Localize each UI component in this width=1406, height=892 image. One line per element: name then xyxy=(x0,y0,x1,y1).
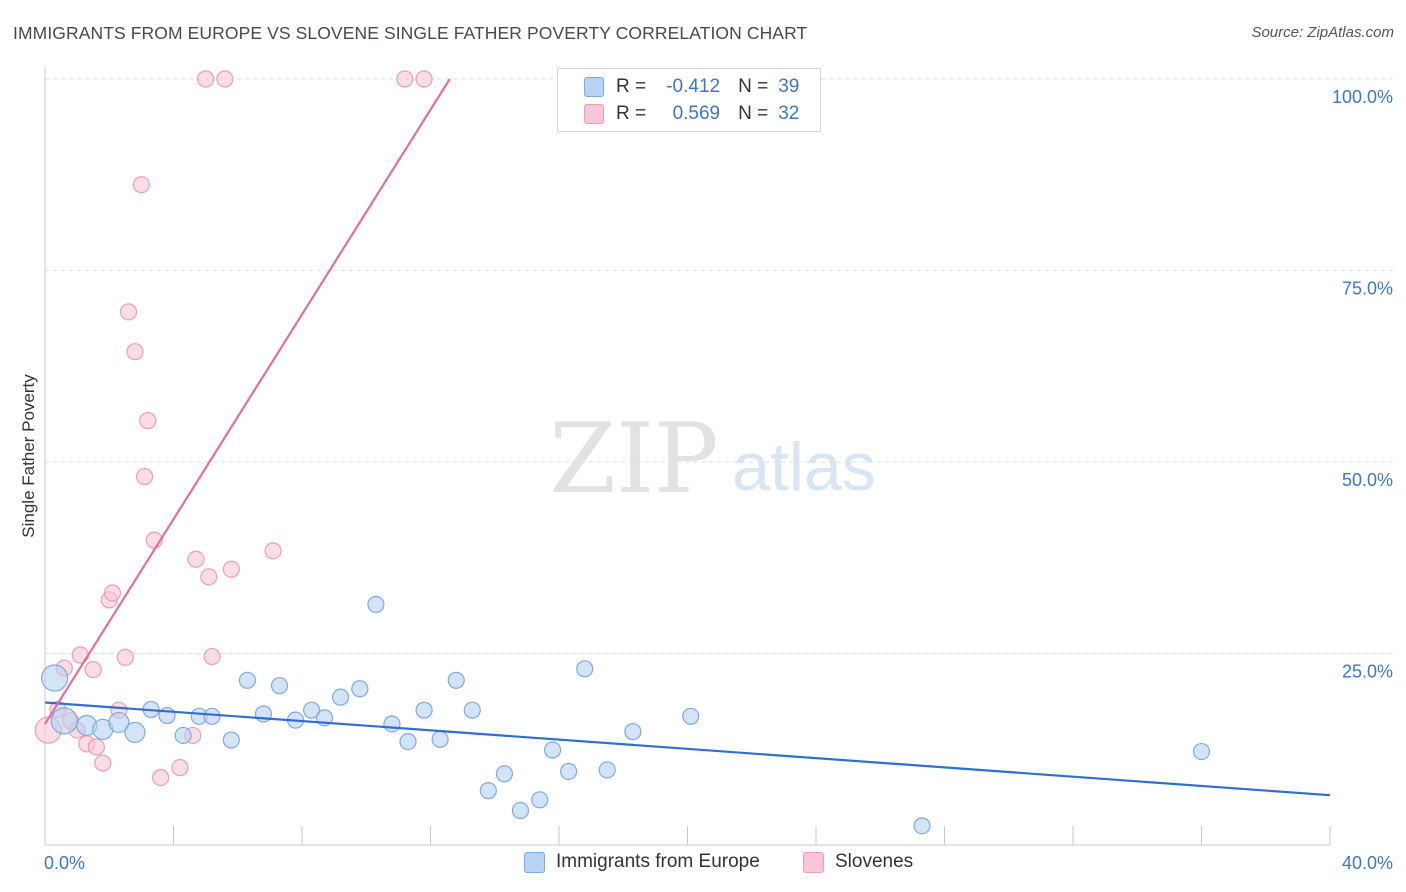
slovenes-point xyxy=(119,303,138,321)
immigrants-point xyxy=(50,707,78,735)
slovenes-point xyxy=(103,584,122,602)
bottom-legend-immigrants: Immigrants from Europe xyxy=(524,851,760,873)
immigrants-point xyxy=(174,726,192,745)
legend-row-immigrants: R = -0.412 N = 39 xyxy=(584,75,799,99)
bottom-legend-swatch-blue xyxy=(524,851,545,873)
bottom-legend-swatch-pink xyxy=(803,851,824,873)
bottom-legend-label-slovenes: Slovenes xyxy=(835,851,914,872)
legend-n-value: 32 xyxy=(778,103,800,124)
legend-swatch-blue xyxy=(584,77,604,97)
y-tick-label: 75.0% xyxy=(1342,279,1393,299)
y-axis-label: Single Father Poverty xyxy=(19,374,38,538)
source-label: Source: ZipAtlas.com xyxy=(1251,24,1394,41)
immigrants-point xyxy=(270,677,289,695)
immigrants-point xyxy=(351,680,369,698)
immigrants-point xyxy=(303,701,321,719)
legend-r-label: R = xyxy=(616,103,647,124)
slovenes-point xyxy=(264,542,282,560)
immigrants-point xyxy=(576,660,594,678)
slovenes-point xyxy=(187,550,205,568)
watermark-atlas: atlas xyxy=(732,429,876,505)
x-tick-label-min: 0.0% xyxy=(44,853,85,873)
slovenes-point xyxy=(200,568,218,586)
immigrants-point xyxy=(124,721,146,743)
immigrants-point xyxy=(682,707,700,725)
immigrants-point xyxy=(560,762,578,781)
immigrants-point xyxy=(238,671,256,689)
immigrants-point xyxy=(383,715,401,733)
chart-title: IMMIGRANTS FROM EUROPE VS SLOVENE SINGLE… xyxy=(13,23,808,43)
y-tick-label: 100.0% xyxy=(1332,87,1393,107)
slovenes-point xyxy=(222,560,240,578)
slovenes-point xyxy=(396,70,414,88)
immigrants-point xyxy=(479,782,497,800)
x-tick-label-max: 40.0% xyxy=(1342,853,1393,873)
slovenes-point xyxy=(87,738,106,756)
slovenes-point xyxy=(116,648,134,666)
legend-n-label: N = xyxy=(738,103,769,124)
immigrants-point xyxy=(463,701,481,719)
bottom-legend-label-immigrants: Immigrants from Europe xyxy=(556,851,760,872)
slovenes-trend-line xyxy=(44,78,451,725)
legend-r-value: -0.412 xyxy=(666,76,721,97)
slovenes-point xyxy=(135,467,154,486)
legend-r-label: R = xyxy=(616,76,647,97)
slovenes-point xyxy=(216,70,234,88)
immigrants-point xyxy=(511,801,530,820)
immigrants-point xyxy=(41,664,69,692)
slovenes-point xyxy=(139,412,157,430)
legend-n-label: N = xyxy=(738,76,769,97)
immigrants-point xyxy=(624,723,642,741)
immigrants-point xyxy=(598,761,616,779)
slovenes-point xyxy=(415,70,433,88)
immigrants-point xyxy=(1192,742,1211,761)
bottom-legend-slovenes: Slovenes xyxy=(803,851,913,873)
watermark: ZIP atlas xyxy=(549,403,875,515)
slovenes-point xyxy=(84,660,102,679)
tick-labels: 25.0% 50.0% 75.0% 100.0% 0.0% 40.0% xyxy=(44,87,1393,873)
slovenes-point xyxy=(132,176,150,194)
y-tick-label: 25.0% xyxy=(1342,662,1393,682)
y-tick-label: 50.0% xyxy=(1342,470,1393,490)
trend-lines xyxy=(44,78,1331,797)
slovenes-point xyxy=(203,647,221,666)
immigrants-point xyxy=(415,701,433,719)
legend-n-value: 39 xyxy=(778,76,800,97)
immigrants-trend-line xyxy=(44,701,1331,797)
correlation-legend: R = -0.412 N = 39 R = 0.569 N = 32 xyxy=(557,68,821,132)
immigrants-point xyxy=(543,741,562,759)
immigrants-point xyxy=(531,791,549,809)
slovenes-point xyxy=(126,343,144,361)
legend-swatch-pink xyxy=(584,104,604,124)
immigrants-point xyxy=(447,671,465,689)
slovenes-point xyxy=(152,768,170,787)
immigrants-point xyxy=(108,711,130,734)
immigrants-point xyxy=(367,595,385,614)
immigrants-point xyxy=(495,765,513,783)
slovenes-point xyxy=(197,70,215,88)
grid-lines xyxy=(45,78,1395,654)
immigrants-point xyxy=(431,730,449,748)
legend-r-value: 0.569 xyxy=(672,103,721,124)
legend-row-slovenes: R = 0.569 N = 32 xyxy=(584,102,799,126)
slovenes-point xyxy=(171,759,189,777)
watermark-zip: ZIP xyxy=(549,403,718,515)
immigrants-point xyxy=(331,688,350,706)
axes xyxy=(44,67,1331,846)
immigrants-point xyxy=(913,817,931,835)
immigrants-point xyxy=(399,732,417,751)
slovenes-point xyxy=(94,754,112,772)
immigrants-point xyxy=(203,707,221,725)
immigrants-point xyxy=(222,731,240,749)
slovenes-points xyxy=(34,70,433,787)
